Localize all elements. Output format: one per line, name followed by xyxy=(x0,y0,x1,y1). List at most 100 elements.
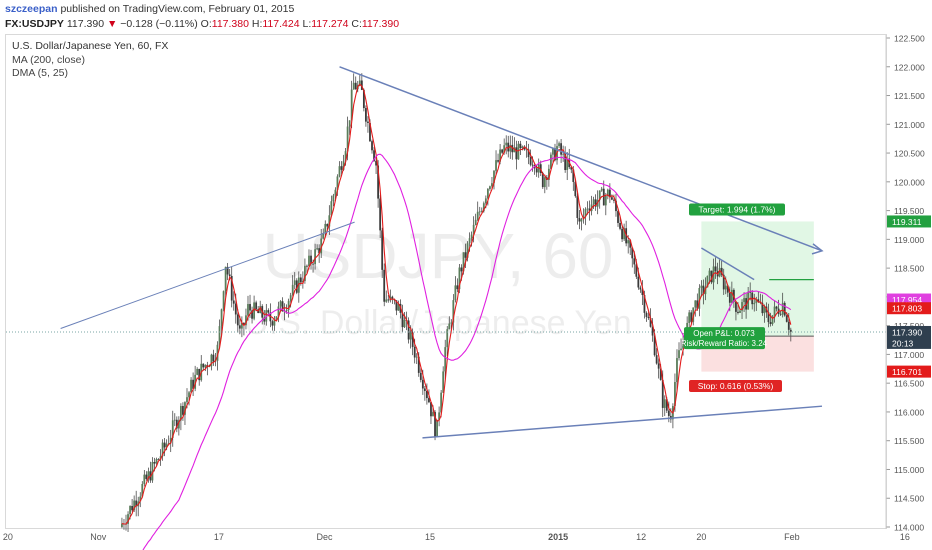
candle-body xyxy=(253,302,255,319)
candle-body xyxy=(308,255,310,267)
candle-body xyxy=(383,269,386,302)
candle-body xyxy=(243,322,245,326)
candle-body xyxy=(135,500,138,507)
candle-body xyxy=(446,329,449,348)
candle-body xyxy=(127,514,129,524)
candle-body xyxy=(667,410,670,416)
candle-body xyxy=(419,372,422,380)
candle-body xyxy=(432,412,434,417)
chart-header: szczeepan published on TradingView.com, … xyxy=(0,0,932,34)
candle-body xyxy=(184,402,186,415)
candle-body xyxy=(539,164,542,173)
candle-body xyxy=(348,120,351,127)
candle-body xyxy=(552,148,554,155)
candle-body xyxy=(501,149,504,153)
candle-body xyxy=(169,437,172,444)
candle-body xyxy=(613,199,615,201)
last-price: 117.390 xyxy=(66,18,105,30)
candle-body xyxy=(558,143,560,147)
candle-body xyxy=(749,291,752,293)
candle-body xyxy=(328,215,331,227)
candle-body xyxy=(688,312,691,323)
candle-body xyxy=(198,368,201,381)
x-tick-label: Feb xyxy=(784,532,800,542)
candle-body xyxy=(403,319,406,328)
candle-body xyxy=(535,168,538,173)
candle-body xyxy=(682,342,684,349)
candle-body xyxy=(737,311,739,313)
candle-body xyxy=(678,350,680,359)
candle-body xyxy=(267,310,270,313)
candle-body xyxy=(580,219,583,222)
candle-body xyxy=(641,289,644,296)
candle-body xyxy=(293,280,296,285)
y-tick-label: 115.000 xyxy=(894,465,924,475)
candle-body xyxy=(757,299,760,302)
candle-body xyxy=(436,419,438,438)
candle-body xyxy=(700,285,703,288)
candle-body xyxy=(232,300,235,304)
candle-body xyxy=(659,368,662,380)
candle-body xyxy=(572,169,575,182)
candle-body xyxy=(509,144,512,152)
candle-body xyxy=(320,238,323,254)
candle-body xyxy=(566,158,569,171)
candle-body xyxy=(604,195,607,206)
candle-body xyxy=(310,255,312,264)
x-tick-label: Dec xyxy=(316,532,333,542)
candle-body xyxy=(287,301,290,310)
candle-body xyxy=(698,287,701,309)
candle-body xyxy=(428,398,430,403)
candle-body xyxy=(515,147,518,160)
candle-body xyxy=(326,223,329,227)
candle-body xyxy=(507,142,510,152)
price-tag-bg xyxy=(887,365,931,378)
candle-body xyxy=(562,153,565,155)
ma200-line xyxy=(142,153,792,550)
y-tick-label: 119.000 xyxy=(894,235,924,245)
candle-body xyxy=(619,222,621,229)
candle-body xyxy=(165,443,168,448)
candle-body xyxy=(493,170,495,184)
candle-body xyxy=(720,267,723,275)
candle-body xyxy=(543,177,546,188)
candle-body xyxy=(452,300,455,323)
stop-label: Stop: 0.616 (0.53%) xyxy=(698,381,774,391)
candle-body xyxy=(352,82,355,90)
candle-body xyxy=(330,201,333,216)
candle-body xyxy=(448,323,451,330)
candle-body xyxy=(525,149,528,151)
candle-body xyxy=(222,291,225,310)
candle-body xyxy=(629,240,632,248)
candle-body xyxy=(611,197,613,200)
candle-body xyxy=(696,300,699,309)
candle-body xyxy=(373,150,375,161)
candle-body xyxy=(478,211,481,213)
price-tag: 117.390 xyxy=(892,327,922,337)
candle-body xyxy=(131,506,134,511)
candle-body xyxy=(147,471,150,480)
open-value: 117.380 xyxy=(211,18,249,30)
candle-body xyxy=(143,474,146,485)
author-link[interactable]: szczeepan xyxy=(5,3,58,15)
candle-body xyxy=(480,211,483,212)
candle-body xyxy=(228,274,231,276)
candle-body xyxy=(674,382,676,406)
y-tick-label: 122.500 xyxy=(894,34,925,44)
candle-body xyxy=(340,166,343,170)
candle-body xyxy=(615,200,617,212)
candle-body xyxy=(769,322,772,325)
candle-body xyxy=(387,299,390,301)
candle-body xyxy=(157,459,160,460)
candle-body xyxy=(438,412,441,420)
legend-dma[interactable]: DMA (5, 25) xyxy=(12,67,69,79)
candle-body xyxy=(365,108,367,122)
candle-body xyxy=(588,208,591,212)
candle-body xyxy=(586,208,589,210)
candle-body xyxy=(529,157,532,165)
candle-body xyxy=(763,306,766,314)
candle-body xyxy=(564,153,567,171)
candle-body xyxy=(375,160,377,166)
legend-ma[interactable]: MA (200, close) xyxy=(12,53,85,66)
